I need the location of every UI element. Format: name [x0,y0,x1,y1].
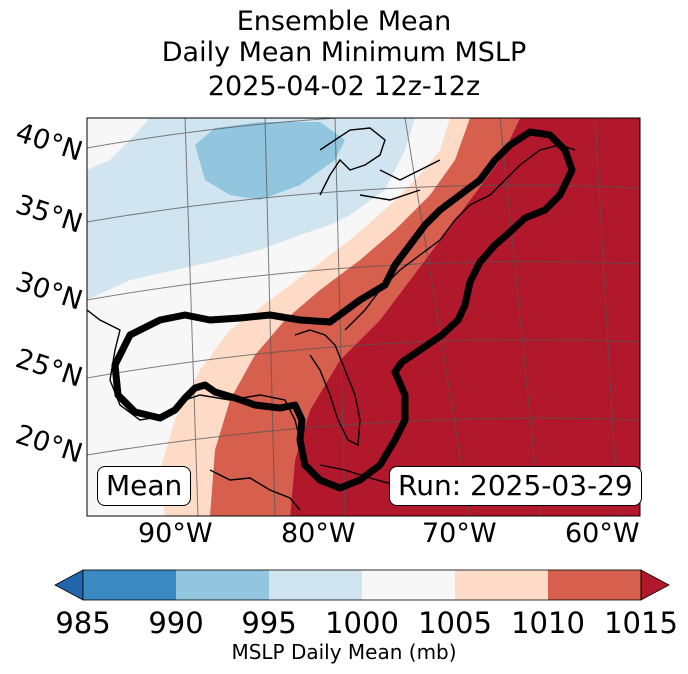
field-995-1000-b [100,195,150,260]
colorbar-tick-1010: 1010 [511,606,585,640]
lat-label-35: 35°N [12,189,86,240]
lat-label-25: 25°N [12,343,86,394]
yucatan-coast [209,469,301,511]
lat-label-30: 30°N [12,266,86,317]
ensemble-contour [111,128,576,492]
colorbar [54,569,670,601]
field-1005-1010 [160,118,470,516]
meridian-60 [594,118,619,516]
title-line-1: Ensemble Mean [236,6,452,37]
lat-label-40: 40°N [12,117,86,168]
colorbar-segment-995-1000 [269,570,362,600]
colorbar-frame [82,569,642,601]
title-line-2: Daily Mean Minimum MSLP [161,37,527,68]
lon-label-80: 80°W [281,518,356,549]
colorbar-segment-990-995 [176,570,269,600]
colorbar-extend-over [640,569,670,601]
field-990-995 [195,122,345,200]
colorbar-tick-1015: 1015 [604,606,678,640]
colorbar-segment-1010-1015 [548,570,641,600]
field-1000-1005-tx [87,225,330,516]
colorbar-segment-1005-1010 [455,570,548,600]
field-995-1000 [87,118,415,430]
field-over-1015 [290,118,640,516]
lat-label-20: 20°N [12,419,86,470]
colorbar-label: MSLP Daily Mean (mb) [231,640,457,664]
lon-label-60: 60°W [565,518,640,549]
cuba-coast [319,464,396,486]
parallel-40 [87,118,640,149]
great-lakes-coast [319,127,441,201]
colorbar-tick-1005: 1005 [418,606,492,640]
colorbar-extend-under [54,569,84,601]
meridian-65 [499,118,541,516]
colorbar-segment-985-990 [83,570,176,600]
florida-coast [294,329,361,447]
title-line-3: 2025-04-02 12z-12z [207,71,481,102]
mean-label: Mean [97,466,192,506]
parallel-20 [87,417,640,456]
colorbar-segment-1000-1005 [362,570,455,600]
colorbar-tick-990: 990 [148,606,204,640]
run-date-label: Run: 2025-03-29 [389,466,642,506]
colorbar-tick-985: 985 [55,606,111,640]
colorbar-tick-1000: 1000 [325,606,399,640]
map-field [87,118,640,516]
map-frame [86,117,641,517]
parallel-25 [87,339,640,379]
field-1010-1015 [210,118,520,516]
lon-label-70: 70°W [422,518,497,549]
colorbar-tick-995: 995 [241,606,297,640]
meridian-70 [404,118,471,516]
parallel-30 [87,261,640,301]
lon-label-90: 90°W [138,518,213,549]
